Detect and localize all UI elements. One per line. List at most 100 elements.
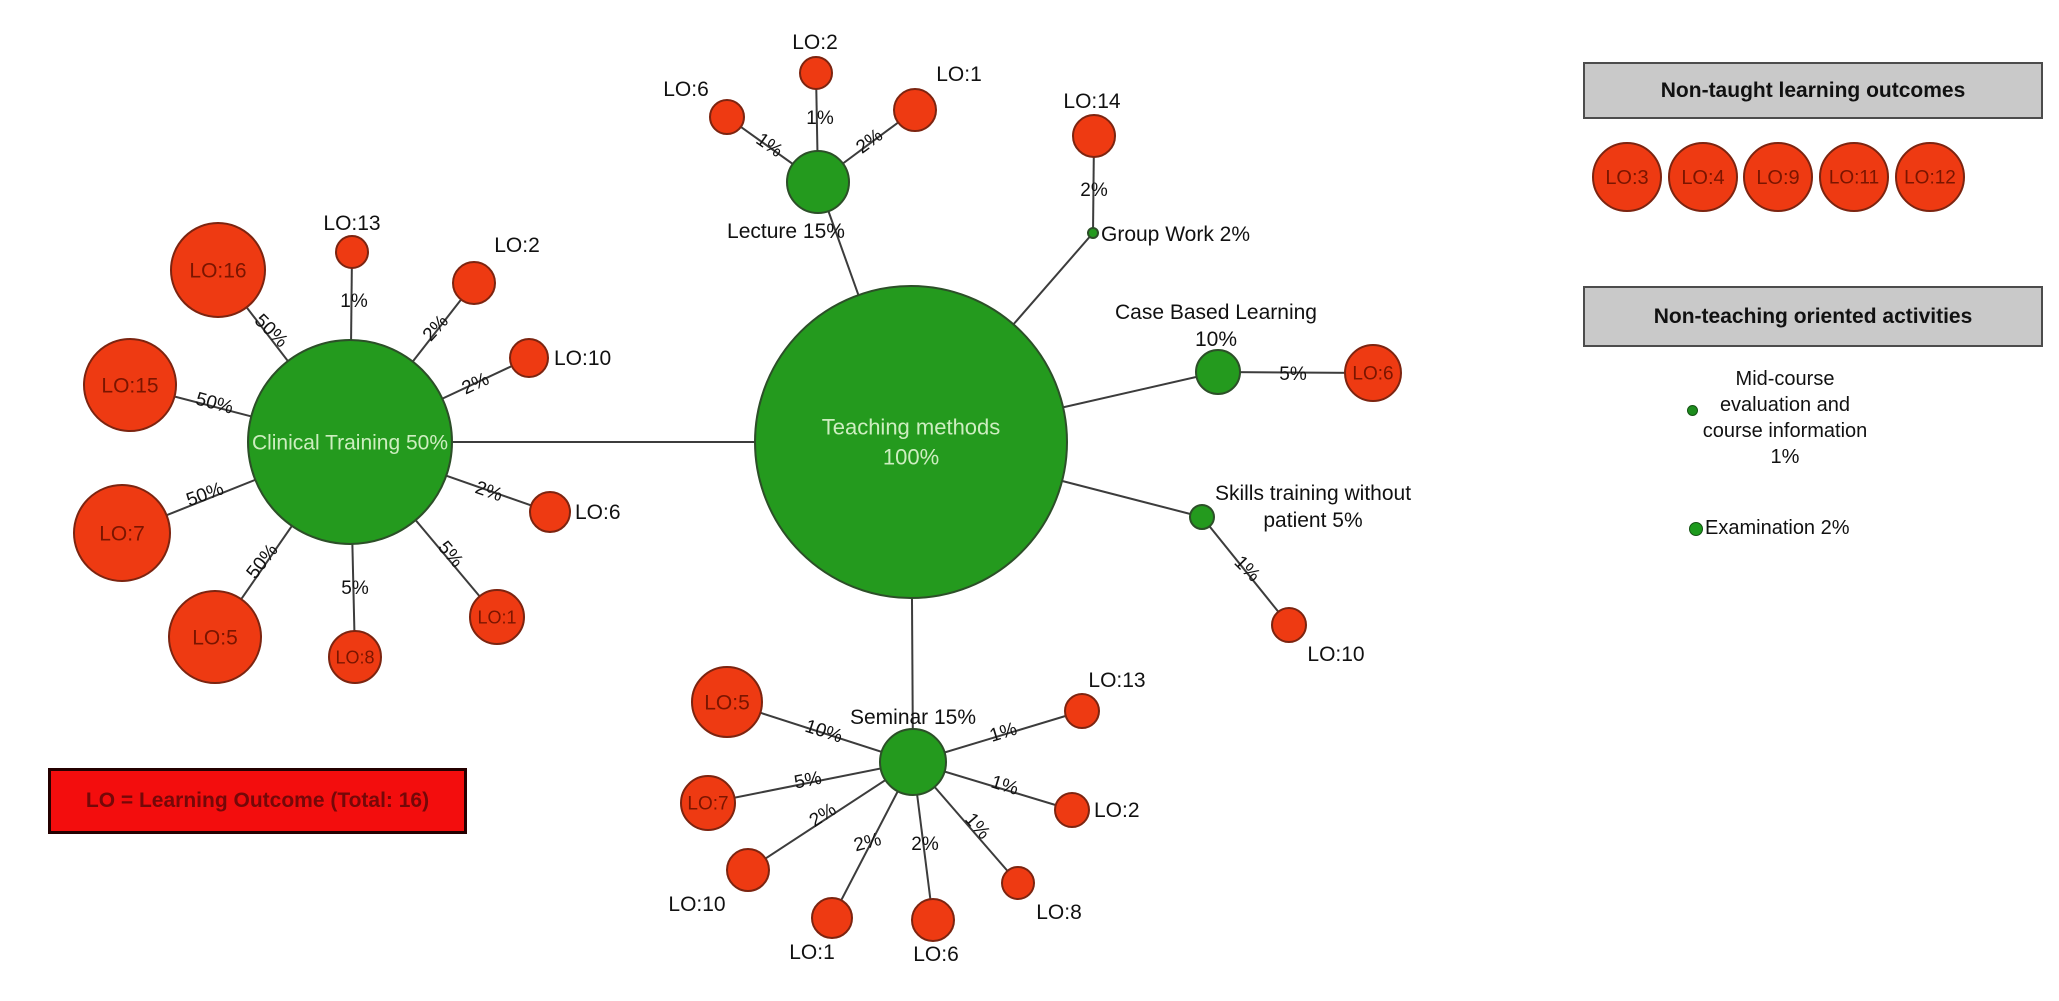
node-clinical [247,339,453,545]
node-teaching [754,285,1068,599]
node-l-lo2 [799,56,833,90]
edge-weight-label: 1% [987,719,1020,747]
node-label-sk-lo10: LO:10 [1307,643,1364,666]
node-s-lo5 [691,666,763,738]
node-c-lo5 [168,590,262,684]
node-label-c-lo6: LO:6 [575,501,621,524]
node-label-seminar: Seminar 15% [850,706,976,729]
node-c-lo8 [328,630,382,684]
node-label-s-lo13: LO:13 [1088,669,1145,692]
node-c-lo7 [73,484,171,582]
edge-weight-label: 5% [341,578,369,599]
edge-weight-label: 10% [802,716,845,748]
node-gw-lo14 [1072,114,1116,158]
node-nt-lo3 [1592,142,1662,212]
node-s-lo10 [726,848,770,892]
node-label-nt-lo9: LO:9 [1756,167,1799,189]
node-label-c-lo7: LO:7 [99,522,145,545]
edge-weight-label: 2% [459,369,493,400]
node-label-cbl-lo6: LO:6 [1352,364,1393,385]
node-c-lo10 [509,338,549,378]
node-sk-lo10 [1271,607,1307,643]
node-label-l-lo1: LO:1 [936,63,982,86]
node-label-nt-lo3: LO:3 [1605,167,1648,189]
node-s-lo1 [811,897,853,939]
node-label-clinical: Clinical Training 50% [252,431,448,454]
node-l-lo6 [709,99,745,135]
labels-layer: 50%50%50%50%5%5%2%2%2%1%1%1%2%2%5%1%10%5… [99,31,1956,966]
node-cbl-lo6 [1344,344,1402,402]
node-nt-lo4 [1668,142,1738,212]
node-nt-lo9 [1743,142,1813,212]
node-label-teaching: Teaching methods 100% [822,415,1001,470]
node-label-nt-lo4: LO:4 [1681,167,1724,189]
non-teaching-title: Non-teaching oriented activities [1653,304,1973,328]
node-label-nt-lo12: LO:12 [1904,168,1956,189]
midcourse-activity-label: Mid-course evaluation and course informa… [1702,368,1868,468]
node-s-lo2 [1054,792,1090,828]
edge-weight-label: 2% [911,834,939,855]
node-label-c-lo15: LO:15 [101,374,158,397]
node-label-groupwork: Group Work 2% [1101,223,1250,246]
node-c-lo16 [170,222,266,318]
node-label-c-lo13: LO:13 [323,212,380,235]
edge-weight-label: 1% [340,291,368,312]
node-c-lo1 [469,589,525,645]
edge-weight-label: 5% [792,768,823,794]
node-s-lo7 [680,775,736,831]
node-label-s-lo5: LO:5 [704,691,750,714]
node-nt-lo12 [1895,142,1965,212]
node-c-lo13 [335,235,369,269]
node-seminar [879,728,947,796]
node-s-lo13 [1064,693,1100,729]
non-teaching-panel-header: Non-teaching oriented activities [1583,286,2043,347]
node-label-c-lo8: LO:8 [335,647,374,667]
node-c-lo2 [452,261,496,305]
node-groupwork [1087,227,1099,239]
node-cbl [1195,349,1241,395]
edge-weight-label: 2% [1080,180,1108,201]
edge-weight-label: 1% [806,108,834,129]
node-label-s-lo2: LO:2 [1094,799,1140,822]
node-label-s-lo6: LO:6 [913,943,959,966]
node-label-l-lo2: LO:2 [792,31,838,54]
edge-weight-label: 1% [988,772,1021,800]
node-label-cbl: Case Based Learning 10% [1115,301,1317,351]
node-s-lo6 [911,898,955,942]
node-label-s-lo7: LO:7 [687,794,728,815]
node-nt-lo11 [1819,142,1889,212]
edge-weight-label: 5% [1279,364,1307,385]
node-l-lo1 [893,88,937,132]
edge-weight-label: 5% [433,537,467,572]
non-taught-panel-header: Non-taught learning outcomes [1583,62,2043,119]
node-skills [1189,504,1215,530]
node-label-c-lo5: LO:5 [192,626,238,649]
node-label-s-lo1: LO:1 [789,941,835,964]
examination-activity: Examination 2% [1689,517,1850,540]
edge-weight-label: 50% [193,389,235,419]
non-taught-title: Non-taught learning outcomes [1660,78,1966,102]
edge-weight-label: 50% [250,310,292,352]
node-label-c-lo16: LO:16 [189,259,246,282]
node-lecture [786,150,850,214]
node-c-lo15 [83,338,177,432]
examination-label: Examination 2% [1705,517,1850,539]
examination-node-dot [1689,521,1703,536]
node-label-skills: Skills training without patient 5% [1215,482,1411,532]
edge-weight-label: 2% [806,799,841,832]
edge-weight-label: 50% [184,478,227,511]
legend-box: LO = Learning Outcome (Total: 16) [48,768,467,834]
node-label-gw-lo14: LO:14 [1063,90,1121,113]
node-c-lo6 [529,491,571,533]
node-label-s-lo8: LO:8 [1036,901,1082,924]
node-label-s-lo10: LO:10 [668,893,725,916]
node-label-c-lo1: LO:1 [477,607,516,627]
node-s-lo8 [1001,866,1035,900]
edge-weight-label: 2% [472,477,505,506]
node-label-nt-lo11: LO:11 [1829,168,1879,189]
nodes-layer [73,56,1965,942]
node-label-lecture: Lecture 15% [727,220,845,243]
edge-line [707,761,914,804]
midcourse-node-dot [1687,405,1698,416]
